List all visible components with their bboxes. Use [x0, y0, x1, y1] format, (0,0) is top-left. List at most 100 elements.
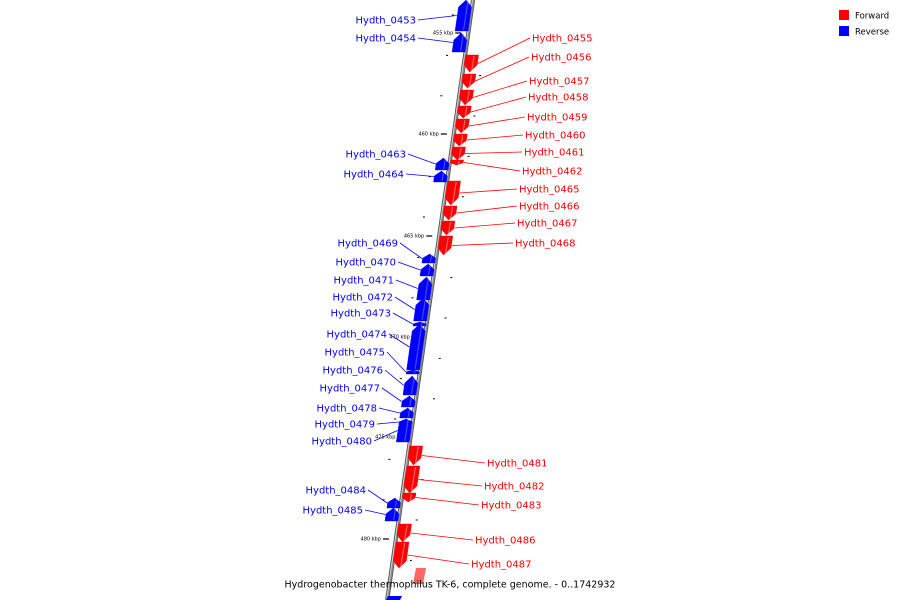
gene-arrow-shading [463, 0, 469, 31]
gene-arrow-hydth-0471[interactable] [416, 276, 433, 301]
gene-leader-line [472, 80, 528, 98]
gene-label[interactable]: Hydth_0468 [515, 239, 576, 250]
gene-label[interactable]: Hydth_0483 [481, 501, 542, 512]
gene-label[interactable]: Hydth_0486 [475, 536, 536, 547]
gene-leader-line [464, 151, 523, 154]
gene-label[interactable]: Hydth_0464 [344, 170, 405, 181]
gene-label[interactable]: Hydth_0462 [522, 167, 583, 178]
gene-label[interactable]: Hydth_0454 [356, 34, 417, 45]
gene-arrow-hydth-0482[interactable] [403, 465, 421, 494]
gene-label[interactable]: Hydth_0461 [524, 148, 585, 159]
gene-leader-line [468, 116, 526, 127]
gene-leader-line [410, 532, 474, 541]
gene-arrow-hydth-0467[interactable] [440, 220, 456, 236]
gene-leader-line [386, 351, 407, 373]
gene-label[interactable]: Hydth_0476 [323, 366, 384, 377]
gene-label[interactable]: Hydth_0469 [338, 239, 399, 250]
gene-arrow-hydth-0477[interactable] [401, 395, 416, 408]
gene-label[interactable]: Hydth_0481 [487, 459, 548, 470]
gene-arrow-hydth-0462[interactable] [449, 159, 464, 166]
gene-label[interactable]: Hydth_0466 [519, 202, 580, 213]
gene-arrow-hydth-0486[interactable] [396, 523, 412, 543]
gene-arrow-shading [458, 147, 462, 160]
gene-arrow-hydth-0459[interactable] [455, 118, 470, 134]
gene-label[interactable]: Hydth_0456 [531, 53, 592, 64]
gene-label[interactable]: Hydth_0457 [529, 77, 590, 88]
gene-arrow-hydth-0464[interactable] [433, 170, 448, 183]
gene-arrow-shading [407, 408, 411, 418]
legend-reverse-label: Reverse [855, 28, 889, 38]
gene-arrow-shading [394, 498, 398, 508]
gene-arrow-hydth-0478[interactable] [399, 407, 414, 419]
gene-leader-line [463, 162, 521, 172]
gene-arrow-hydth-0475[interactable] [405, 369, 420, 375]
gene-arrow-shading [464, 106, 468, 118]
gene-arrow-hydth-0481[interactable] [407, 445, 423, 466]
gene-arrow-partial-reverse[interactable] [386, 596, 402, 600]
gene-label[interactable]: Hydth_0465 [519, 185, 580, 196]
gene-arrow-hydth-0468[interactable] [437, 235, 454, 256]
gene-label[interactable]: Hydth_0455 [532, 34, 593, 45]
gene-arrow-hydth-0457[interactable] [459, 89, 474, 106]
gene-arrow-hydth-0455[interactable] [463, 54, 479, 73]
gene-label[interactable]: Hydth_0487 [471, 560, 532, 571]
gene-label[interactable]: Hydth_0477 [320, 384, 381, 395]
gene-arrow-hydth-0454[interactable] [451, 32, 468, 53]
gene-leader-line [376, 421, 399, 425]
gene-label[interactable]: Hydth_0474 [327, 330, 388, 341]
gene-label[interactable]: Hydth_0470 [336, 258, 397, 269]
gene-arrow-hydth-0465[interactable] [444, 180, 461, 206]
gene-label[interactable]: Hydth_0478 [317, 404, 378, 415]
gene-arrow-hydth-0485[interactable] [384, 507, 400, 522]
gene-arrow-hydth-0456[interactable] [461, 73, 477, 89]
gene-arrow-shading [449, 206, 454, 220]
backbone-line [385, 0, 475, 600]
gene-label[interactable]: Hydth_0453 [356, 16, 417, 27]
gene-arrow-hydth-0458[interactable] [457, 105, 472, 119]
gene-label[interactable]: Hydth_0471 [334, 276, 395, 287]
gene-label[interactable]: Hydth_0472 [333, 293, 394, 304]
gene-arrow-hydth-0463[interactable] [434, 157, 450, 171]
gene-arrow-partial-forward[interactable] [413, 568, 426, 584]
gene-leader-line [417, 37, 453, 43]
gene-label[interactable]: Hydth_0467 [517, 219, 578, 230]
gene-leader-line [378, 407, 400, 414]
gene-label[interactable]: Hydth_0485 [303, 506, 364, 517]
gene-label[interactable]: Hydth_0460 [525, 131, 586, 142]
gene-arrow-hydth-0472[interactable] [413, 297, 430, 322]
gene-arrow-hydth-0466[interactable] [442, 205, 458, 221]
gene-arrow-hydth-0469[interactable] [421, 253, 436, 264]
gene-leader-line [418, 479, 483, 487]
gene-label[interactable]: Hydth_0484 [306, 486, 367, 497]
legend-forward-label: Forward [855, 12, 889, 22]
gene-label[interactable]: Hydth_0473 [331, 309, 392, 320]
gene-arrow-shading [471, 55, 475, 72]
gene-label[interactable]: Hydth_0480 [312, 437, 373, 448]
gene-label[interactable]: Hydth_0458 [528, 93, 589, 104]
gene-label[interactable]: Hydth_0475 [325, 348, 386, 359]
gene-label[interactable]: Hydth_0459 [527, 113, 588, 124]
gene-arrow-shading [452, 181, 457, 205]
scale-ticks: 455 kbp 460 kbp 465 kbp 470 kbp 475 kbp 480 k… [361, 14, 482, 561]
gene-leader-line [367, 489, 388, 504]
scale-tick-label: 475 kbp [375, 435, 395, 441]
gene-arrow-hydth-0476[interactable] [402, 375, 418, 396]
gene-arrow-hydth-0461[interactable] [451, 146, 466, 161]
gene-arrow-hydth-0470[interactable] [419, 263, 435, 277]
gene-arrow-shading [462, 119, 466, 133]
gene-arrow-shading [410, 466, 416, 493]
legend: Forward Reverse [839, 10, 889, 38]
gene-arrow-hydth-0483[interactable] [402, 492, 417, 503]
scale-tick-label: 470 kbp [389, 335, 409, 341]
gene-arrow-hydth-0487[interactable] [393, 541, 410, 569]
gene-arrow-shading [460, 33, 464, 52]
gene-label[interactable]: Hydth_0482 [484, 482, 545, 493]
gene-arrow-shading [420, 322, 423, 326]
gene-arrow-shading [421, 298, 426, 321]
gene-arrow-shading [447, 221, 451, 235]
gene-label[interactable]: Hydth_0463 [346, 150, 407, 161]
gene-label[interactable]: Hydth_0479 [315, 420, 376, 431]
gene-arrow-hydth-0484[interactable] [386, 497, 401, 509]
gene-features [384, 0, 479, 600]
gene-arrow-hydth-0460[interactable] [453, 133, 468, 147]
